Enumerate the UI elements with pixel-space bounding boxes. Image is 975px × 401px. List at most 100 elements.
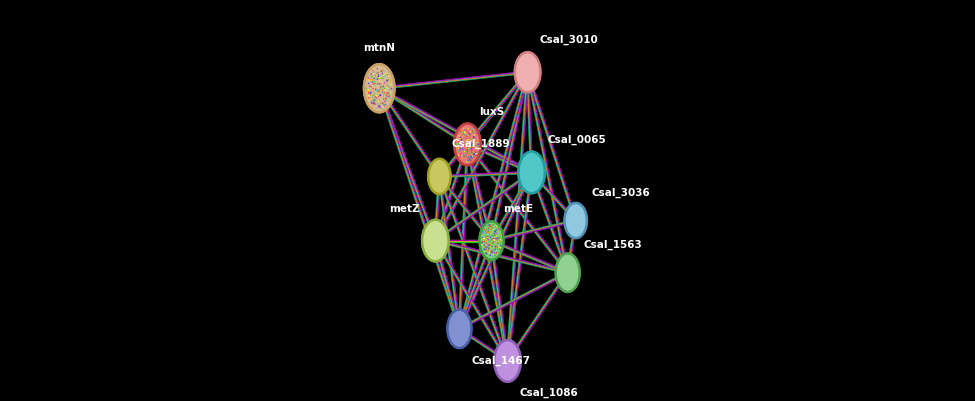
Point xyxy=(457,129,473,136)
Ellipse shape xyxy=(479,221,504,261)
Point xyxy=(464,143,480,149)
Point xyxy=(483,241,498,247)
Point xyxy=(479,234,494,241)
Point xyxy=(462,135,478,141)
Point xyxy=(479,246,494,253)
Point xyxy=(459,134,475,140)
Point xyxy=(363,77,378,83)
Point xyxy=(365,79,380,85)
Point xyxy=(487,232,502,239)
Point xyxy=(450,145,466,152)
Point xyxy=(377,98,393,105)
Point xyxy=(368,93,383,100)
Point xyxy=(367,94,382,101)
Point xyxy=(489,245,505,251)
Point xyxy=(377,87,393,93)
Point xyxy=(370,66,385,72)
Point xyxy=(361,77,376,83)
Point xyxy=(376,89,392,96)
Point xyxy=(481,228,496,235)
Point xyxy=(365,73,380,80)
Point xyxy=(488,236,504,243)
Point xyxy=(372,78,388,85)
Point xyxy=(372,92,388,98)
Point xyxy=(477,239,492,246)
Point xyxy=(483,228,498,235)
Point xyxy=(383,84,399,91)
Point xyxy=(379,77,395,83)
Point xyxy=(366,100,381,106)
Point xyxy=(458,136,474,143)
Point xyxy=(448,144,464,151)
Point xyxy=(374,70,390,77)
Point xyxy=(488,247,503,253)
Point xyxy=(488,242,504,249)
Point xyxy=(466,128,482,134)
Ellipse shape xyxy=(447,309,473,349)
Point xyxy=(458,142,474,148)
Point xyxy=(368,72,383,78)
Point xyxy=(376,101,392,108)
Point xyxy=(461,140,477,146)
Point xyxy=(374,67,390,74)
Point xyxy=(482,250,497,257)
Point xyxy=(492,241,508,247)
Point xyxy=(488,225,503,231)
Point xyxy=(379,77,395,83)
Point xyxy=(366,81,381,87)
Point xyxy=(466,132,482,138)
Point xyxy=(379,71,395,78)
Point xyxy=(460,126,476,132)
Point xyxy=(457,140,473,147)
Point xyxy=(468,138,484,144)
Point xyxy=(490,244,506,251)
Point xyxy=(464,154,480,161)
Point xyxy=(486,223,501,229)
Point xyxy=(370,73,386,80)
Point xyxy=(484,221,499,228)
Point xyxy=(467,142,483,149)
Point xyxy=(464,153,480,160)
Point xyxy=(364,71,379,77)
Point xyxy=(481,225,496,231)
Ellipse shape xyxy=(555,253,581,293)
Point xyxy=(490,235,506,242)
Point xyxy=(374,88,390,94)
Point xyxy=(369,95,384,101)
Point xyxy=(490,226,506,232)
Ellipse shape xyxy=(427,158,451,195)
Point xyxy=(493,243,509,249)
Point xyxy=(370,97,386,103)
Point xyxy=(482,243,497,249)
Point xyxy=(487,232,502,238)
Point xyxy=(379,71,395,77)
Point xyxy=(383,81,399,88)
Point xyxy=(477,239,492,245)
Point xyxy=(373,75,389,81)
Point xyxy=(486,223,501,229)
Point xyxy=(373,100,389,106)
Point xyxy=(465,154,481,160)
Point xyxy=(460,146,476,153)
Point xyxy=(470,149,486,156)
Point xyxy=(465,145,481,152)
Point xyxy=(454,137,470,143)
Point xyxy=(490,235,506,241)
Point xyxy=(477,242,492,248)
Point xyxy=(487,230,502,237)
Point xyxy=(377,80,393,86)
Point xyxy=(382,77,398,83)
Point xyxy=(462,135,478,142)
Point xyxy=(463,158,479,164)
Point xyxy=(463,156,479,162)
Point xyxy=(485,236,500,243)
Point xyxy=(458,126,474,132)
Point xyxy=(488,229,503,235)
Text: metZ: metZ xyxy=(389,204,419,213)
Point xyxy=(477,235,492,241)
Text: mtnN: mtnN xyxy=(364,43,395,53)
Point xyxy=(468,130,484,137)
Point xyxy=(478,228,493,234)
Point xyxy=(361,93,376,99)
Point xyxy=(492,236,508,243)
